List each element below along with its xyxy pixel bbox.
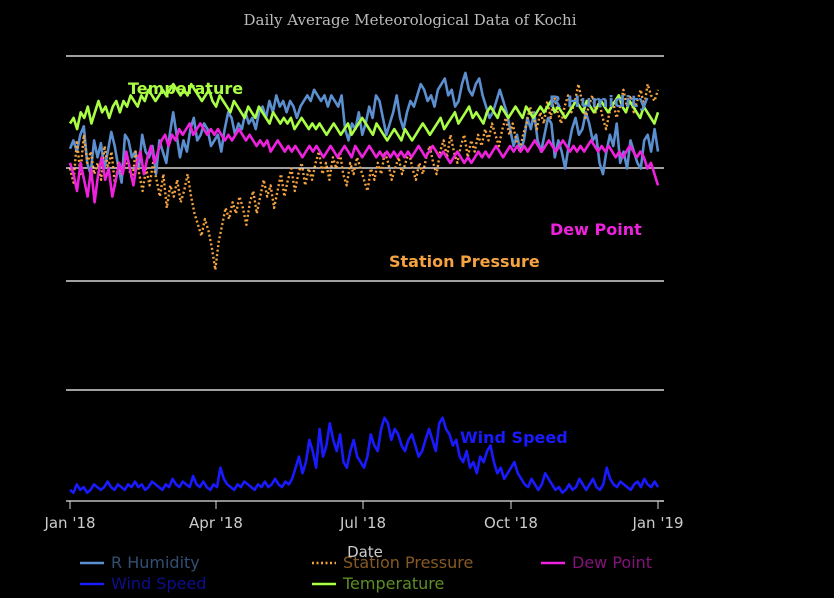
x-tick-label: Oct '18: [484, 514, 538, 532]
series-temperature: [68, 82, 660, 142]
legend-item-temperature[interactable]: Temperature: [312, 574, 444, 593]
legend-label: Wind Speed: [111, 574, 206, 593]
x-tick-label: Jan '18: [43, 514, 95, 532]
x-axis: Jan '18 Apr '18 Jul '18 Oct '18 Jan '19: [43, 500, 684, 532]
x-tick-label: Apr '18: [189, 514, 243, 532]
legend-label: Dew Point: [572, 553, 652, 572]
annotation-dew-point: Dew Point: [550, 220, 642, 239]
annotation-r-humidity: R Humidity: [549, 92, 649, 111]
legend-label: Station Pressure: [343, 553, 473, 572]
upper-panel-series: [68, 71, 660, 271]
x-tick-label: Jan '19: [631, 514, 683, 532]
legend-label: Temperature: [342, 574, 444, 593]
legend-item-station-pressure[interactable]: Station Pressure: [312, 553, 473, 572]
annotation-temperature: Temperature: [128, 79, 243, 98]
x-axis-label: Date: [347, 543, 383, 561]
legend-item-dew-point[interactable]: Dew Point: [541, 553, 652, 572]
chart-title: Daily Average Meteorological Data of Koc…: [243, 11, 576, 29]
legend-item-wind-speed[interactable]: Wind Speed: [80, 574, 206, 593]
series-dew-point: [68, 122, 660, 204]
series-wind-speed: [69, 416, 660, 495]
annotation-wind-speed: Wind Speed: [460, 428, 568, 447]
legend-label: R Humidity: [111, 553, 200, 572]
series-station-pressure: [68, 82, 660, 271]
legend: R Humidity Station Pressure Dew Point Wind …: [80, 553, 652, 593]
lower-panel-series: [69, 416, 660, 495]
x-tick-label: Jul '18: [339, 514, 386, 532]
series-annotations: Temperature R Humidity Dew Point Station…: [128, 79, 649, 447]
annotation-station-pressure: Station Pressure: [389, 252, 540, 271]
legend-item-r-humidity[interactable]: R Humidity: [80, 553, 200, 572]
